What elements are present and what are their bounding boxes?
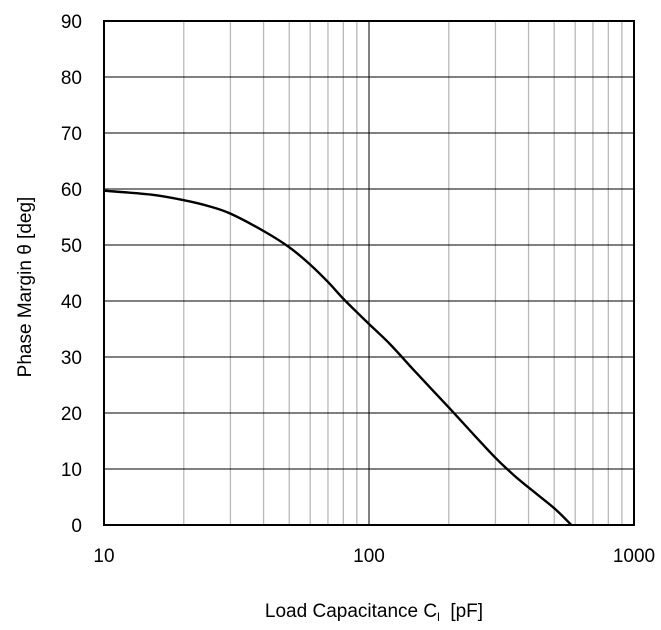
y-axis-tick-labels: 0 10 20 30 40 50 60 70 80 90 [61,12,82,537]
y-tick-label: 50 [61,236,82,257]
x-axis-label-main: Load Capacitance C [265,601,437,622]
x-tick-label: 10 [93,546,114,567]
x-axis-label-subscript: l [437,610,440,624]
x-tick-label: 100 [353,546,385,567]
phase-margin-curve [103,189,573,526]
plot-area-frame [103,20,635,526]
y-tick-label: 90 [61,12,82,33]
y-tick-label: 70 [61,124,82,145]
y-tick-label: 0 [71,516,82,537]
y-tick-label: 30 [61,348,82,369]
y-tick-label: 40 [61,292,82,313]
x-tick-label: 1000 [613,546,655,567]
series-layer [103,189,573,526]
y-tick-label: 10 [61,460,82,481]
y-tick-label: 60 [61,180,82,201]
x-axis-label: Load Capacitance Cl [pF] [265,601,483,624]
y-tick-label: 80 [61,68,82,89]
x-axis-tick-labels: 10 100 1000 [93,546,655,567]
y-axis-label: Phase Margin θ [deg] [15,197,36,378]
x-axis-label-unit: [pF] [440,601,483,622]
minor-gridlines [183,21,623,525]
y-tick-label: 20 [61,404,82,425]
